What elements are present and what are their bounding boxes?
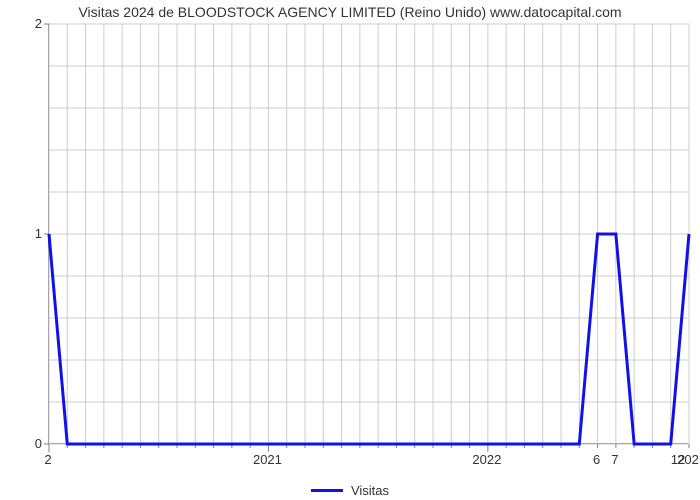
y-tick-label: 2	[2, 16, 42, 31]
x-corner-left: 2	[44, 452, 51, 467]
x-extra-label: 202	[677, 452, 699, 467]
x-year-label: 2022	[472, 452, 501, 467]
legend-label: Visitas	[351, 483, 389, 498]
chart-title: Visitas 2024 de BLOODSTOCK AGENCY LIMITE…	[0, 4, 700, 20]
legend-swatch	[311, 489, 343, 492]
legend: Visitas	[0, 483, 700, 498]
plot-area	[48, 24, 688, 444]
y-tick-label: 1	[2, 226, 42, 241]
x-year-label: 2021	[253, 452, 282, 467]
x-extra-label: 6	[593, 452, 600, 467]
x-extra-label: 7	[611, 452, 618, 467]
plot-svg	[49, 24, 689, 444]
y-tick-label: 0	[2, 436, 42, 451]
chart-container: Visitas 2024 de BLOODSTOCK AGENCY LIMITE…	[0, 0, 700, 500]
